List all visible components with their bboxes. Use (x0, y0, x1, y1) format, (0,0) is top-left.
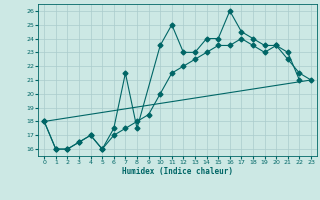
X-axis label: Humidex (Indice chaleur): Humidex (Indice chaleur) (122, 167, 233, 176)
